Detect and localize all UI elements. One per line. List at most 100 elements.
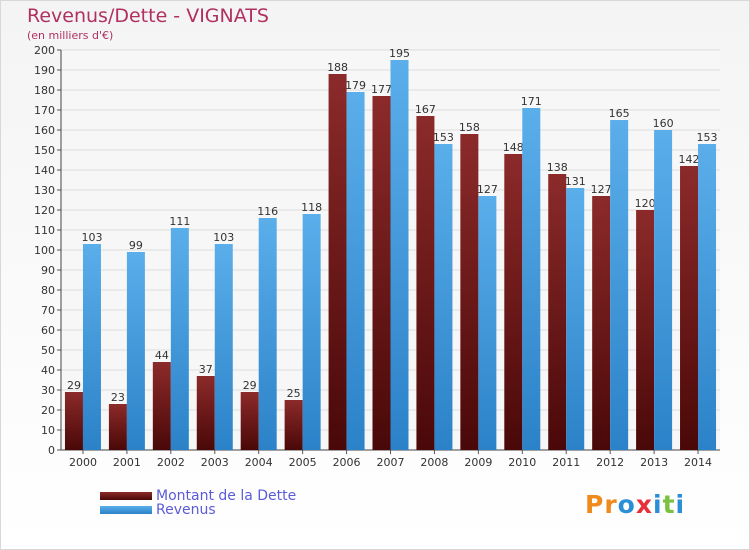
data-label-debt: 37 — [199, 363, 213, 376]
y-tick-label: 70 — [41, 304, 55, 317]
legend-swatch-revenus — [100, 506, 152, 514]
bar-revenus — [126, 252, 145, 450]
bar-revenus — [390, 60, 409, 450]
bar-debt — [680, 166, 699, 450]
bar-debt — [636, 210, 655, 450]
data-label-revenus: 111 — [169, 215, 190, 228]
data-label-debt: 29 — [243, 379, 257, 392]
bar-debt — [416, 116, 435, 450]
legend-swatch-debt — [100, 492, 152, 500]
logo-letter: t — [662, 490, 676, 519]
bar-debt — [196, 376, 215, 450]
x-tick-label: 2005 — [289, 456, 317, 469]
legend-label-revenus: Revenus — [156, 502, 216, 518]
data-label-revenus: 116 — [257, 205, 278, 218]
data-label-debt: 120 — [635, 197, 656, 210]
bar-revenus — [566, 188, 585, 450]
bar-debt — [64, 392, 83, 450]
data-label-revenus: 160 — [653, 117, 674, 130]
bar-debt — [328, 74, 347, 450]
y-tick-label: 100 — [34, 244, 55, 257]
data-label-debt: 29 — [67, 379, 81, 392]
bar-debt — [152, 362, 171, 450]
x-tick-label: 2014 — [684, 456, 712, 469]
x-tick-label: 2002 — [157, 456, 185, 469]
data-label-revenus: 103 — [213, 231, 234, 244]
bar-debt — [284, 400, 303, 450]
logo-letter: x — [635, 490, 653, 519]
y-tick-label: 130 — [34, 184, 55, 197]
data-label-debt: 158 — [459, 121, 480, 134]
data-label-revenus: 153 — [433, 131, 454, 144]
chart-title: Revenus/Dette - VIGNATS — [27, 5, 269, 27]
bar-debt — [548, 174, 567, 450]
bar-revenus — [82, 244, 101, 450]
logo-letter: P — [585, 490, 605, 519]
y-tick-label: 200 — [34, 44, 55, 57]
y-tick-label: 120 — [34, 204, 55, 217]
data-label-revenus: 127 — [477, 183, 498, 196]
y-tick-label: 160 — [34, 124, 55, 137]
x-tick-label: 2012 — [596, 456, 624, 469]
y-tick-label: 150 — [34, 144, 55, 157]
y-tick-label: 140 — [34, 164, 55, 177]
y-tick-label: 30 — [41, 384, 55, 397]
data-label-revenus: 179 — [345, 79, 366, 92]
bar-revenus — [346, 92, 365, 450]
bar-debt — [240, 392, 259, 450]
x-tick-label: 2001 — [113, 456, 141, 469]
bar-debt — [108, 404, 127, 450]
y-tick-label: 60 — [41, 324, 55, 337]
x-tick-label: 2004 — [245, 456, 273, 469]
chart-subtitle: (en milliers d'€) — [27, 29, 114, 42]
bar-revenus — [698, 144, 717, 450]
data-label-debt: 177 — [371, 83, 392, 96]
data-label-debt: 167 — [415, 103, 436, 116]
bar-revenus — [258, 218, 277, 450]
x-tick-label: 2013 — [640, 456, 668, 469]
bar-revenus — [434, 144, 453, 450]
data-label-debt: 25 — [287, 387, 301, 400]
data-label-revenus: 153 — [697, 131, 718, 144]
data-label-revenus: 171 — [521, 95, 542, 108]
bar-revenus — [214, 244, 233, 450]
x-tick-label: 2000 — [69, 456, 97, 469]
x-tick-label: 2006 — [333, 456, 361, 469]
data-label-revenus: 165 — [609, 107, 630, 120]
y-tick-label: 10 — [41, 424, 55, 437]
x-tick-label: 2009 — [464, 456, 492, 469]
data-label-debt: 142 — [679, 153, 700, 166]
y-tick-label: 40 — [41, 364, 55, 377]
data-label-revenus: 131 — [565, 175, 586, 188]
y-tick-label: 50 — [41, 344, 55, 357]
y-tick-label: 0 — [48, 444, 55, 457]
y-tick-label: 20 — [41, 404, 55, 417]
data-label-revenus: 118 — [301, 201, 322, 214]
bar-debt — [372, 96, 391, 450]
x-tick-label: 2007 — [377, 456, 405, 469]
x-tick-label: 2010 — [508, 456, 536, 469]
y-tick-label: 180 — [34, 84, 55, 97]
data-label-revenus: 195 — [389, 47, 410, 60]
data-label-revenus: 103 — [81, 231, 102, 244]
bar-debt — [592, 196, 611, 450]
bar-revenus — [654, 130, 673, 450]
data-label-debt: 23 — [111, 391, 125, 404]
x-tick-label: 2011 — [552, 456, 580, 469]
data-label-debt: 138 — [547, 161, 568, 174]
x-tick-label: 2008 — [420, 456, 448, 469]
y-tick-label: 80 — [41, 284, 55, 297]
bar-debt — [460, 134, 479, 450]
y-tick-label: 170 — [34, 104, 55, 117]
logo-letter: i — [653, 490, 663, 519]
legend-item-revenus: Revenus — [100, 502, 216, 518]
y-tick-label: 110 — [34, 224, 55, 237]
logo-letter: r — [604, 490, 618, 519]
y-tick-label: 190 — [34, 64, 55, 77]
bar-revenus — [170, 228, 189, 450]
bar-debt — [504, 154, 523, 450]
y-tick-label: 90 — [41, 264, 55, 277]
data-label-debt: 148 — [503, 141, 524, 154]
data-label-debt: 127 — [591, 183, 612, 196]
